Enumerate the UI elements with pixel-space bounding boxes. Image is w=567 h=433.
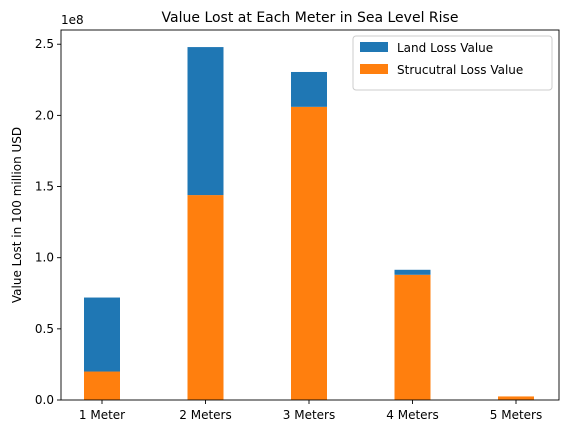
x-ticks: 1 Meter 2 Meters 3 Meters 4 Meters 5 Meters — [79, 400, 542, 422]
y-tick-label: 2.5 — [35, 37, 54, 51]
y-axis-label: Value Lost in 100 million USD — [10, 127, 24, 303]
y-tick-label: 0.0 — [35, 393, 54, 407]
y-tick-label: 0.5 — [35, 322, 54, 336]
legend-label-land-loss-value: Land Loss Value — [397, 41, 493, 55]
bar-land-loss-value-4-meters — [394, 269, 431, 275]
y-tick-label: 1.5 — [35, 180, 54, 194]
bar-strucutral-loss-value-1-meter — [84, 371, 120, 400]
bar-land-loss-value-3-meters — [291, 71, 327, 107]
y-ticks: 0.0 0.5 1.0 1.5 2.0 2.5 — [35, 37, 61, 407]
legend-label-strucutral-loss-value: Strucutral Loss Value — [397, 63, 523, 77]
y-offset-label: 1e8 — [61, 13, 84, 27]
bar-land-loss-value-2-meters — [187, 47, 224, 196]
x-tick-label-3-meters: 3 Meters — [283, 408, 335, 422]
bar-strucutral-loss-value-5-meters — [498, 396, 534, 400]
x-tick-label-5-meters: 5 Meters — [490, 408, 542, 422]
x-tick-label-2-meters: 2 Meters — [179, 408, 231, 422]
x-tick-label-1-meter: 1 Meter — [79, 408, 125, 422]
legend: Land Loss Value Strucutral Loss Value — [352, 35, 553, 91]
bar-strucutral-loss-value-2-meters — [187, 195, 224, 400]
y-tick-label: 1.0 — [35, 251, 54, 265]
bars — [84, 47, 534, 400]
chart-title: Value Lost at Each Meter in Sea Level Ri… — [162, 10, 459, 26]
plot-frame — [60, 29, 560, 401]
x-tick-label-4-meters: 4 Meters — [386, 408, 438, 422]
legend-swatch-land-loss-value — [360, 42, 388, 52]
legend-box — [352, 35, 553, 91]
bar-land-loss-value-1-meter — [84, 297, 120, 372]
legend-swatch-strucutral-loss-value — [360, 64, 388, 74]
y-tick-label: 2.0 — [35, 108, 54, 122]
bar-strucutral-loss-value-4-meters — [394, 274, 431, 400]
bar-strucutral-loss-value-3-meters — [291, 106, 327, 400]
